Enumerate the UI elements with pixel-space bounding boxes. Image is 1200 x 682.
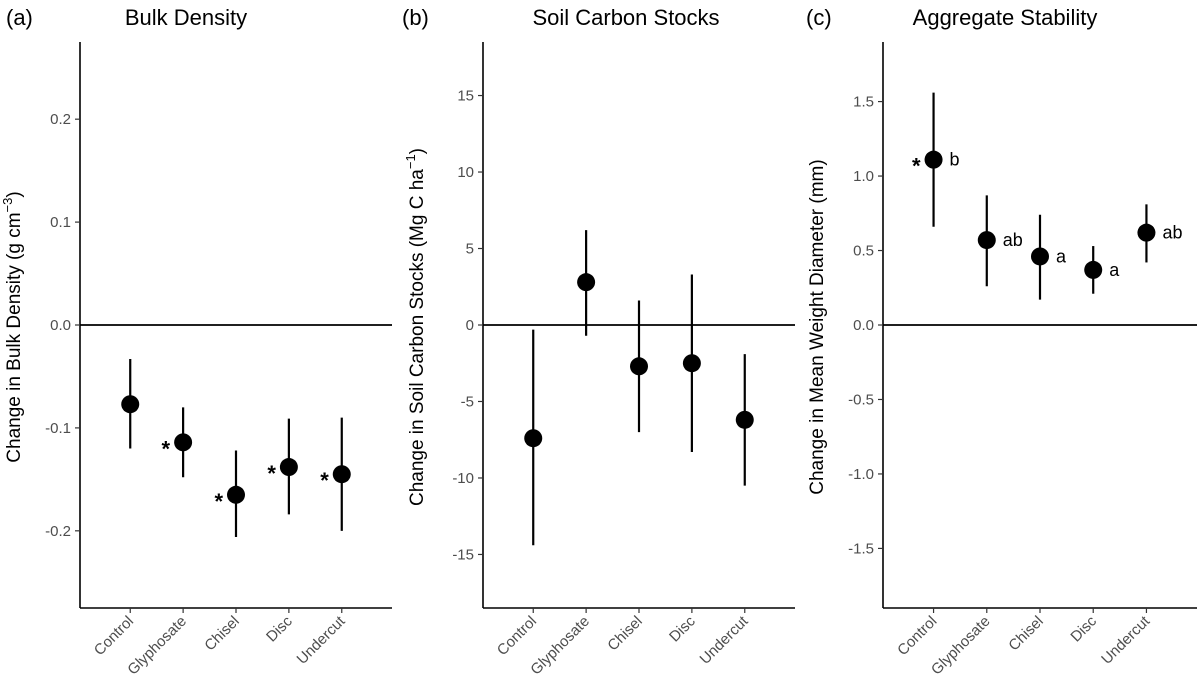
panel-title: Soil Carbon Stocks — [532, 5, 719, 30]
y-axis-label: Change in Bulk Density (g cm−3) — [0, 191, 25, 462]
y-tick-label: -10 — [452, 470, 474, 487]
y-tick-label: -1.0 — [848, 466, 874, 483]
y-axis-label-superscript: −3 — [0, 198, 15, 213]
mean-point — [977, 231, 996, 250]
mean-point — [682, 354, 701, 373]
group-letter: b — [950, 150, 960, 170]
x-category-label: Undercut — [294, 612, 350, 668]
x-category-label: Control — [894, 613, 940, 659]
panel-title: Bulk Density — [125, 5, 247, 30]
y-tick-label: -0.2 — [45, 523, 71, 540]
significance-star: * — [214, 489, 223, 514]
y-axis-label: Change in Soil Carbon Stocks (Mg C ha−1) — [403, 148, 428, 506]
y-axis-label-tail: ) — [4, 191, 25, 197]
y-tick-label: 15 — [457, 88, 474, 105]
significance-star: * — [267, 461, 276, 486]
significance-star: * — [912, 154, 921, 179]
y-axis-label-superscript: −1 — [403, 154, 418, 169]
y-tick-label: -1.5 — [848, 540, 874, 557]
x-category-label: Control — [91, 613, 137, 659]
y-tick-label: -5 — [461, 393, 474, 410]
y-tick-label: 1.5 — [853, 94, 874, 111]
y-tick-label: -15 — [452, 546, 474, 563]
y-tick-label: 0.5 — [853, 243, 874, 260]
y-tick-label: 0.2 — [50, 111, 71, 128]
y-tick-label: 0.0 — [50, 317, 71, 334]
significance-star: * — [320, 468, 329, 493]
mean-point — [279, 458, 298, 477]
y-tick-label: 0 — [466, 317, 474, 334]
y-tick-label: -0.5 — [848, 391, 874, 408]
x-category-label: Control — [494, 613, 540, 659]
panel-tag: (c) — [806, 5, 832, 30]
mean-point — [174, 433, 193, 452]
y-axis-label-tail: ) — [407, 148, 428, 154]
mean-point — [735, 410, 754, 429]
mean-point — [524, 429, 543, 448]
x-category-label: Chisel — [1005, 613, 1046, 654]
mean-point — [630, 357, 648, 376]
panel-tag: (b) — [402, 5, 429, 30]
mean-point — [1137, 223, 1156, 242]
y-tick-label: 0.1 — [50, 214, 71, 231]
panel-tag: (a) — [6, 5, 33, 30]
y-axis-label-text: Change in Mean Weight Diameter (mm) — [807, 159, 828, 494]
x-category-label: Disc — [666, 612, 699, 645]
x-category-label: Chisel — [604, 613, 645, 654]
y-tick-label: 10 — [457, 164, 474, 181]
chart-panel-2: (b) Soil Carbon Stocks 15 10 5 0 -5 -10 -15 Chang… — [402, 5, 795, 678]
mean-point — [924, 150, 943, 169]
significance-star: * — [162, 436, 171, 461]
group-letter: a — [1109, 260, 1120, 280]
x-category-label: Disc — [1067, 612, 1100, 645]
group-letter: ab — [1003, 230, 1023, 250]
mean-point — [1084, 260, 1103, 279]
mean-point — [121, 395, 140, 414]
mean-point — [577, 273, 596, 292]
mean-point — [1031, 247, 1049, 266]
chart-panel-3: (c) Aggregate Stability 1.5 1.0 0.5 0.0 -0.5 -1… — [806, 5, 1197, 678]
group-letter: a — [1056, 246, 1067, 266]
panel-title: Aggregate Stability — [913, 5, 1098, 30]
y-tick-label: 5 — [466, 241, 474, 258]
x-category-label: Undercut — [1098, 612, 1154, 668]
y-axis-label: Change in Mean Weight Diameter (mm) — [807, 159, 828, 494]
y-tick-label: 1.0 — [853, 168, 874, 185]
x-category-label: Undercut — [697, 612, 753, 668]
x-category-label: Chisel — [201, 613, 242, 654]
y-axis-label-text: Change in Bulk Density (g cm — [4, 212, 25, 462]
y-tick-label: 0.0 — [853, 317, 874, 334]
x-category-label: Disc — [263, 612, 296, 645]
group-letter: ab — [1162, 223, 1182, 243]
y-tick-label: -0.1 — [45, 420, 71, 437]
mean-point — [227, 485, 245, 504]
y-axis-label-text: Change in Soil Carbon Stocks (Mg C ha — [407, 169, 428, 506]
chart-panel-1: (a) Bulk Density 0.2 0.1 0.0 -0.1 -0.2 Change i… — [0, 5, 392, 678]
mean-point — [332, 465, 351, 484]
